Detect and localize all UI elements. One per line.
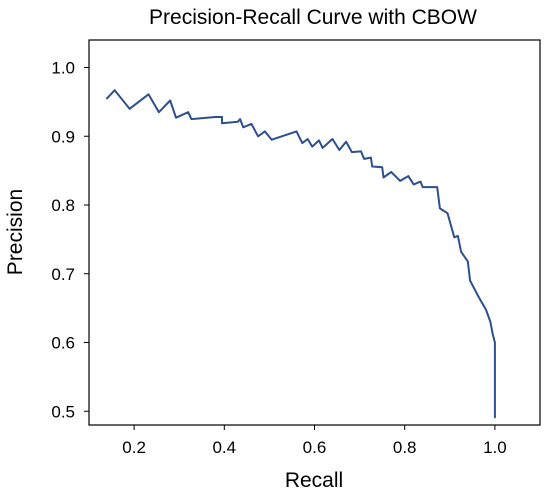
plot-frame xyxy=(88,39,541,426)
y-tick-label: 0.5 xyxy=(51,402,75,421)
y-tick-label: 1.0 xyxy=(51,59,75,78)
x-axis-label: Recall xyxy=(285,469,343,492)
y-tick-label: 0.7 xyxy=(51,265,75,284)
y-tick-label: 0.6 xyxy=(51,334,75,353)
x-tick-label: 0.4 xyxy=(212,438,236,457)
x-tick-label: 0.6 xyxy=(303,438,327,457)
x-ticks: 0.2 0.4 0.6 0.8 1.0 xyxy=(122,425,507,457)
x-tick-label: 1.0 xyxy=(483,438,507,457)
y-tick-label: 0.8 xyxy=(51,196,75,215)
y-tick-label: 0.9 xyxy=(51,127,75,146)
y-ticks: 0.5 0.6 0.7 0.8 0.9 1.0 xyxy=(51,59,89,421)
y-axis-label: Precision xyxy=(4,189,27,275)
chart-title: Precision-Recall Curve with CBOW xyxy=(149,6,477,29)
x-tick-label: 0.2 xyxy=(122,438,146,457)
x-tick-label: 0.8 xyxy=(393,438,417,457)
precision-recall-curve xyxy=(106,89,496,419)
